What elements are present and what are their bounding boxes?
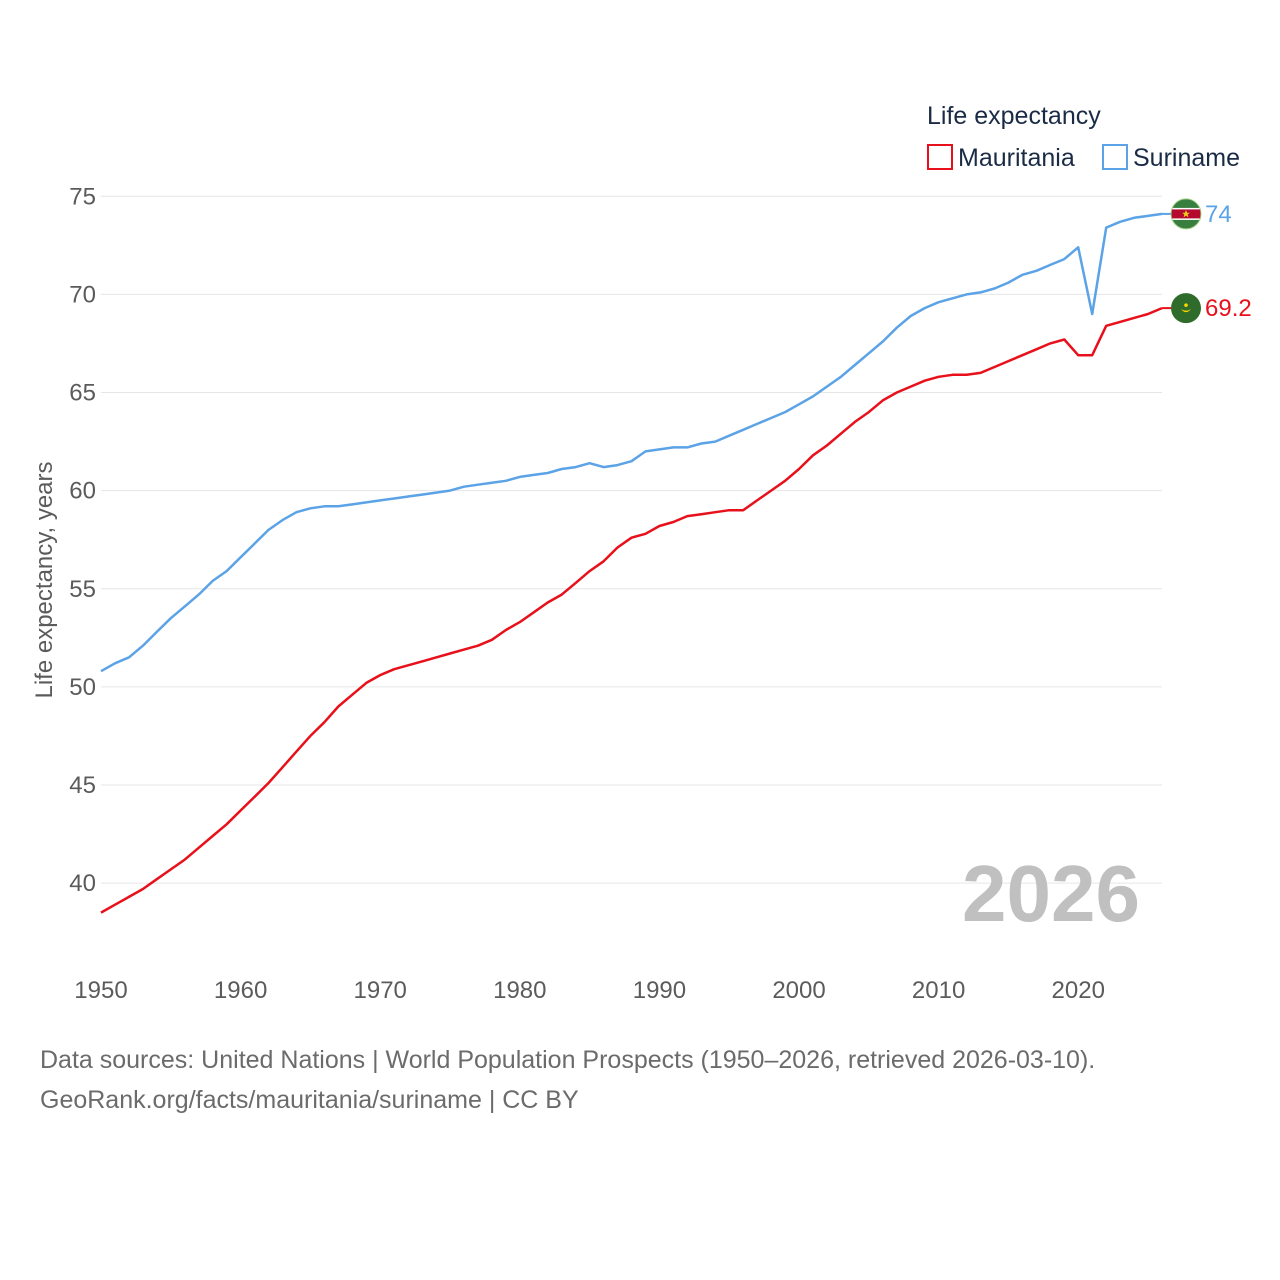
y-tick-75: 75: [69, 183, 96, 210]
y-axis-label: Life expectancy, years: [31, 461, 58, 698]
y-tick-65: 65: [69, 380, 96, 407]
legend-swatch-mauritania: [927, 144, 953, 170]
legend-label-mauritania: Mauritania: [958, 144, 1075, 172]
y-tick-40: 40: [69, 870, 96, 897]
y-tick-60: 60: [69, 478, 96, 505]
y-tick-45: 45: [69, 772, 96, 799]
y-tick-70: 70: [69, 281, 96, 308]
series-line-mauritania: [100, 306, 1163, 914]
y-axis-ticks: 40 45 50 55 60 65 70 75: [69, 183, 96, 897]
gridlines: [101, 195, 1162, 884]
x-tick-1980: 1980: [493, 977, 546, 1004]
source-line-2[interactable]: GeoRank.org/facts/mauritania/suriname | …: [40, 1086, 579, 1114]
mauritania-flag-icon: [1171, 293, 1201, 324]
legend-label-suriname: Suriname: [1133, 144, 1240, 172]
legend-title: Life expectancy: [927, 102, 1101, 130]
end-markers: 69.2 74: [1162, 198, 1252, 324]
suriname-flag-icon: [1170, 198, 1202, 230]
x-tick-2010: 2010: [912, 977, 965, 1004]
legend-swatch-suriname: [1102, 144, 1128, 170]
source-note: Data sources: United Nations | World Pop…: [40, 1040, 1095, 1120]
x-axis-ticks: 1950 1960 1970 1980 1990 2000 2010 2020: [74, 977, 1105, 1004]
x-tick-1970: 1970: [354, 977, 407, 1004]
end-label-mauritania: 69.2: [1205, 295, 1252, 322]
x-tick-1950: 1950: [74, 977, 127, 1004]
x-tick-1990: 1990: [633, 977, 686, 1004]
x-tick-2020: 2020: [1052, 977, 1105, 1004]
end-label-suriname: 74: [1205, 201, 1232, 228]
x-tick-2000: 2000: [772, 977, 825, 1004]
legend: Life expectancy Mauritania Suriname: [927, 102, 1240, 172]
y-tick-50: 50: [69, 674, 96, 701]
series-lines: [100, 212, 1163, 914]
source-line-1: Data sources: United Nations | World Pop…: [40, 1046, 1096, 1074]
series-line-suriname: [100, 212, 1163, 673]
year-watermark: 2026: [962, 849, 1140, 938]
x-tick-1960: 1960: [214, 977, 267, 1004]
y-tick-55: 55: [69, 576, 96, 603]
